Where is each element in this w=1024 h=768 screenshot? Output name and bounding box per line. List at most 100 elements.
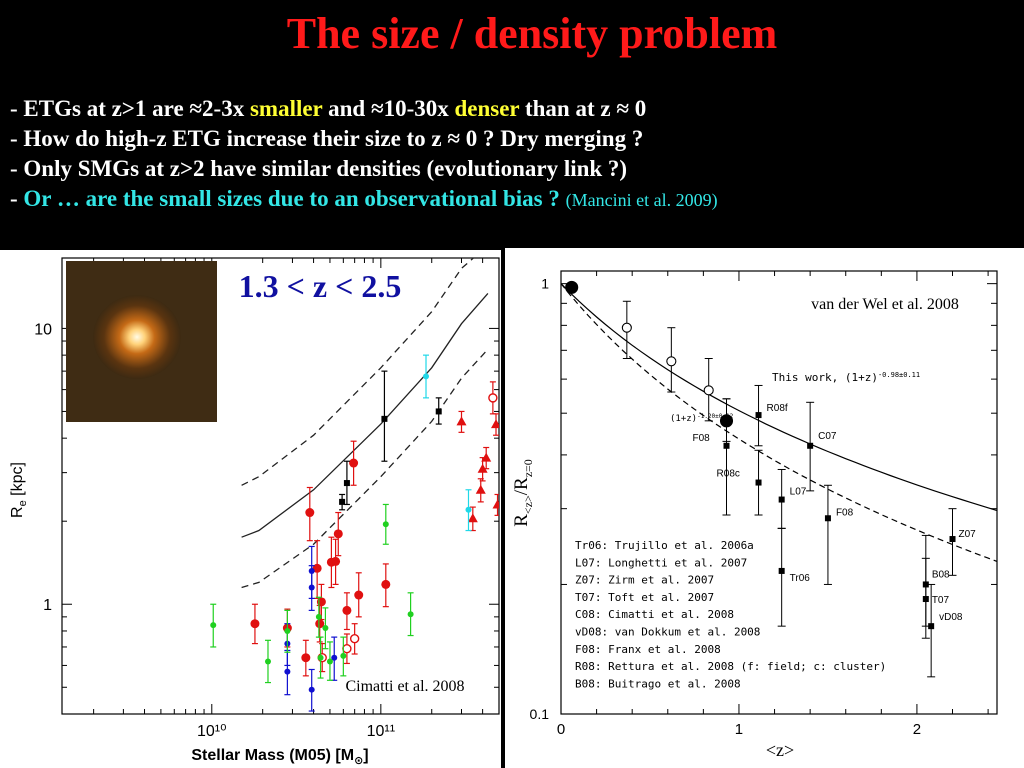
data-point-triangle [456, 416, 467, 426]
y-axis-label-sub: <z> [521, 495, 535, 514]
data-point [465, 506, 472, 513]
literature-point-label: Tr06 [790, 573, 811, 584]
bullet-text: Or … are the small sizes due to an obser… [23, 186, 566, 211]
data-point [326, 658, 333, 665]
bullet-dash: - [10, 186, 24, 211]
literature-point-label: B08 [932, 569, 950, 580]
dashed-fit-line [561, 283, 997, 562]
literature-point-label: F08 [693, 433, 711, 444]
bullet-text: Only SMGs at z>2 have similar densities … [23, 156, 628, 181]
x-tick-label: 2 [913, 721, 921, 738]
data-point [340, 652, 347, 659]
dashed-fit-exponent: -1.20±0.12 [697, 413, 734, 420]
data-point [333, 529, 343, 539]
bullet-text: denser [454, 96, 520, 121]
y-axis-label-sub: z=0 [521, 459, 535, 477]
data-point-triangle [475, 484, 486, 494]
data-point [308, 686, 315, 693]
bullet-text: and ≈10-30x [322, 96, 455, 121]
x-tick-label: 10¹⁰ [197, 723, 227, 740]
literature-point [778, 496, 785, 503]
data-point [331, 556, 341, 566]
chart-credit: van der Wel et al. 2008 [811, 296, 959, 313]
literature-point [723, 442, 730, 449]
data-point [317, 654, 324, 661]
data-point [308, 584, 315, 591]
chart-credit: Cimatti et al. 2008 [345, 678, 464, 695]
legend-entry: Z07: Zirm et al. 2007 [575, 574, 714, 587]
literature-point-label: Z07 [959, 529, 977, 540]
literature-point-label: R08f [767, 403, 788, 414]
solid-fit-line [561, 283, 997, 512]
y-tick-label: 10 [34, 321, 52, 338]
data-point [349, 458, 359, 468]
literature-point-label: C07 [818, 431, 837, 442]
this-work-point [703, 385, 714, 396]
bullet-2: - How do high-z ETG increase their size … [10, 124, 1020, 154]
y-axis-label-main: R [9, 506, 26, 518]
data-point-triangle [481, 452, 492, 462]
y-axis-label-main: R [511, 514, 532, 527]
literature-point [778, 567, 785, 574]
size-mass-figure: 10¹⁰ 10¹¹ 1 10 Stellar Mass (M05) [M⊙] Re [kp… [0, 250, 501, 768]
local-relation-line [241, 292, 489, 538]
solid-fit-label-main: This work, (1+z) [772, 371, 878, 384]
local-relation-lower-line [241, 348, 489, 589]
data-point-open [342, 643, 352, 654]
this-work-point [565, 280, 579, 294]
legend-entry: R08: Rettura et al. 2008 (f: field; c: c… [575, 660, 886, 673]
x-axis-label-end: ] [363, 747, 368, 764]
y-axis-label-mid: /R [511, 477, 532, 495]
x-axis-label: Stellar Mass (M05) [M⊙] [191, 747, 368, 767]
x-axis-label-sub: ⊙ [354, 755, 363, 767]
y-axis-label: Re [kpc] [9, 462, 29, 518]
data-point [382, 521, 389, 528]
data-point-open [488, 393, 498, 403]
redshift-range-label: 1.3 < z < 2.5 [239, 268, 402, 304]
dashed-fit-label-main: (1+z) [670, 414, 697, 424]
data-point [264, 658, 271, 665]
plot-area [210, 258, 499, 712]
bullet-text: smaller [249, 96, 323, 121]
data-point [423, 373, 430, 380]
data-point [315, 613, 322, 620]
x-tick-label: 10¹¹ [367, 723, 395, 740]
literature-point [824, 515, 831, 522]
literature-point [807, 442, 814, 449]
data-point-triangle [492, 499, 499, 509]
this-work-point [621, 322, 632, 333]
data-point [284, 627, 291, 634]
galaxy-glow-icon [93, 295, 181, 379]
y-tick-label: 0.1 [530, 706, 550, 722]
bullet-dash: - [10, 156, 24, 181]
size-mass-chart: 10¹⁰ 10¹¹ 1 10 Stellar Mass (M05) [M⊙] Re [kp… [9, 257, 500, 767]
literature-point-label: R08c [717, 469, 740, 480]
bullet-1: - ETGs at z>1 are ≈2-3x smaller and ≈10-… [10, 94, 1020, 124]
legend-entry: B08: Buitrago et al. 2008 [575, 677, 741, 690]
data-point-square [343, 480, 350, 487]
size-evolution-figure: 0 1 2 0.1 1 <z> R<z>/Rz=0 R08f F08 C07 R08c L07 F08 T… [505, 248, 1024, 768]
bullet-text: than at z ≈ 0 [519, 96, 647, 121]
data-point-square [339, 498, 346, 505]
data-point [315, 619, 325, 629]
x-axis-label-main: Stellar Mass (M05) [M [191, 747, 354, 764]
data-point [322, 625, 329, 632]
bullet-3: - Only SMGs at z>2 have similar densitie… [10, 154, 1020, 184]
y-axis-label-unit: [kpc] [9, 462, 26, 500]
data-point-triangle [467, 513, 478, 523]
y-axis-label: R<z>/Rz=0 [511, 459, 535, 527]
legend-entry: F08: Franx et al. 2008 [575, 643, 721, 656]
data-point [301, 653, 311, 663]
legend-entry: C08: Cimatti et al. 2008 [575, 608, 734, 621]
literature-point [755, 479, 762, 486]
literature-point-label: vD08 [939, 612, 963, 623]
data-point-triangle [477, 463, 488, 473]
data-point-open [349, 633, 360, 644]
plot-frame [61, 257, 500, 715]
data-point-triangle [491, 419, 499, 429]
slide-title: The size / density problem [286, 9, 778, 58]
data-point [210, 622, 217, 629]
data-point [284, 668, 291, 675]
bullet-text: How do high-z ETG increase their size to… [23, 126, 644, 151]
